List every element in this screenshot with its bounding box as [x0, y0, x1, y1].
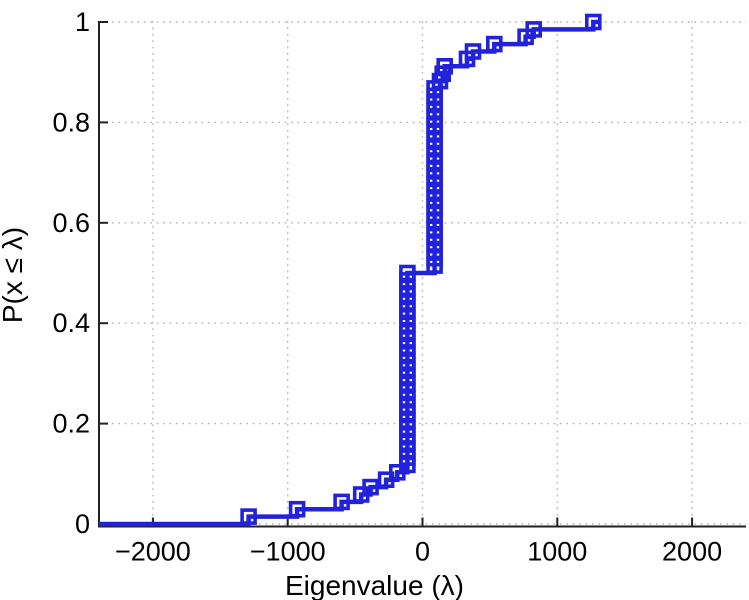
y-tick-label: 0.6 [52, 208, 90, 238]
y-axis-label: P(x ≤ λ) [0, 226, 28, 324]
x-axis-label: Eigenvalue (λ) [285, 570, 464, 600]
data-point-marker [333, 493, 350, 511]
x-tick-label: −1000 [250, 537, 326, 567]
y-tick-label: 0.4 [52, 308, 90, 338]
data-point-marker [464, 43, 482, 60]
y-tick-label: 1 [75, 7, 90, 37]
data-point-marker [399, 264, 416, 282]
data-point-marker [436, 57, 454, 75]
y-tick-label: 0 [75, 509, 90, 539]
data-point-marker [485, 35, 503, 53]
data-point-marker [240, 508, 257, 525]
x-tick-label: 0 [415, 537, 430, 567]
data-point-marker [584, 13, 602, 31]
y-tick-label: 0.2 [52, 409, 90, 439]
ecdf-stairs-line [99, 19, 600, 527]
data-point-marker [362, 478, 379, 496]
x-tick-label: −2000 [115, 537, 191, 567]
x-tick-label: 1000 [527, 537, 587, 567]
y-tick-label: 0.8 [52, 107, 90, 137]
x-tick-label: 2000 [662, 537, 722, 567]
data-point-marker [525, 21, 543, 38]
data-point-marker [288, 500, 306, 518]
